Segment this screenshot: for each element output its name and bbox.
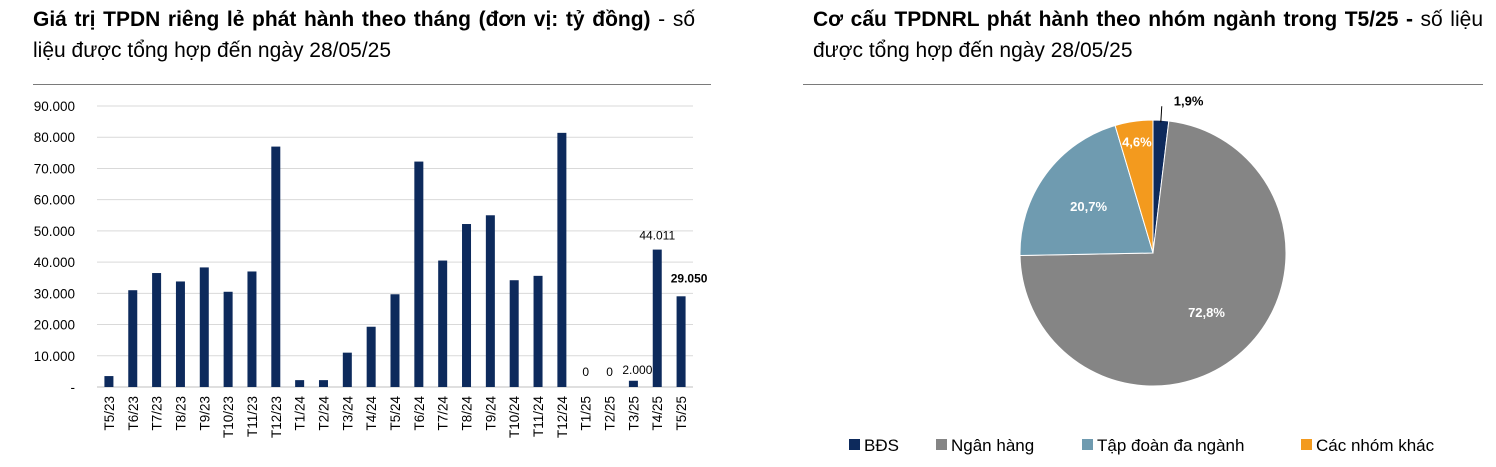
x-tick-label: T2/24 (316, 396, 331, 431)
legend-swatch (1082, 439, 1093, 450)
y-tick-label: 20.000 (34, 318, 75, 333)
bar (462, 224, 472, 387)
pie-slice (1114, 119, 1154, 254)
legend-swatch (849, 439, 860, 450)
right-chart-title: Cơ cấu TPDNRL phát hành theo nhóm ngành … (813, 4, 1483, 66)
y-tick-label: 40.000 (34, 255, 75, 270)
bar (342, 352, 352, 387)
legend-swatch (1301, 439, 1312, 450)
x-tick-label: T3/25 (626, 396, 641, 431)
y-tick-label: 30.000 (34, 286, 75, 301)
x-tick-label: T8/24 (460, 396, 475, 431)
x-tick-label: T4/25 (650, 396, 665, 431)
y-tick-label: 80.000 (34, 130, 75, 145)
x-tick-label: T4/24 (364, 396, 379, 431)
legend-label: Các nhóm khác (1316, 436, 1435, 455)
x-tick-label: T7/23 (150, 396, 165, 431)
left-chart-title-note: - số liệu được tổng hợp đến ngày 28/05/2… (33, 8, 695, 62)
x-tick-label: T9/24 (483, 396, 498, 431)
bar (652, 249, 662, 387)
legend-swatch (936, 439, 947, 450)
x-tick-label: T8/23 (173, 396, 188, 431)
right-title-rule (803, 84, 1483, 85)
bar (295, 380, 305, 387)
data-label: 2.000 (622, 363, 652, 377)
x-tick-label: T11/23 (245, 396, 260, 437)
bar (318, 380, 328, 387)
right-chart-title-bold: Cơ cấu TPDNRL phát hành theo nhóm ngành … (813, 8, 1413, 31)
legend-label: BĐS (864, 436, 899, 455)
bar (557, 132, 567, 387)
y-tick-label: 70.000 (34, 161, 75, 176)
pie-slice-label: 72,8% (1188, 305, 1225, 320)
pie-leader-line (1160, 106, 1163, 123)
x-tick-label: T1/25 (579, 396, 594, 431)
bar (533, 275, 543, 387)
x-tick-label: T11/24 (531, 396, 546, 438)
y-tick-label: 10.000 (34, 349, 75, 364)
bar (271, 146, 281, 387)
bar (676, 296, 686, 387)
x-tick-label: T1/24 (293, 396, 308, 431)
bar (175, 281, 185, 387)
bar (509, 280, 519, 387)
left-chart-title: Giá trị TPDN riêng lẻ phát hành theo thá… (33, 4, 695, 66)
x-tick-label: T5/24 (388, 396, 403, 431)
data-label: 29.050 (671, 271, 708, 285)
data-label: 0 (606, 365, 613, 379)
pie-slice-label: 20,7% (1070, 199, 1107, 214)
bar (247, 271, 257, 387)
x-tick-label: T5/25 (674, 396, 689, 431)
x-tick-label: T6/23 (126, 396, 141, 431)
x-tick-label: T10/23 (221, 396, 236, 438)
left-title-rule (33, 84, 711, 85)
bar (485, 215, 495, 387)
bar (152, 273, 162, 387)
y-tick-label: 50.000 (34, 224, 75, 239)
data-label: 44.011 (639, 229, 675, 243)
bar (628, 380, 638, 387)
bar (366, 326, 376, 387)
bar (390, 294, 400, 387)
bar (128, 290, 138, 387)
x-tick-label: T6/24 (412, 396, 427, 431)
pie-slice (1019, 124, 1154, 257)
legend-label: Ngân hàng (951, 436, 1034, 455)
bar (199, 267, 209, 387)
pie-slice-label: 1,9% (1174, 93, 1204, 108)
bar (104, 376, 114, 387)
y-tick-label: - (71, 380, 76, 395)
bar (414, 161, 424, 387)
x-tick-label: T3/24 (340, 396, 355, 431)
right-chart-title-note: số liệu được tổng hợp đến ngày 28/05/25 (813, 8, 1483, 62)
data-label: 0 (582, 365, 589, 379)
legend-label: Tập đoàn đa ngành (1097, 436, 1244, 455)
x-tick-label: T12/23 (269, 396, 284, 438)
x-tick-label: T12/24 (555, 396, 570, 439)
y-tick-label: 60.000 (34, 193, 75, 208)
bar (438, 260, 448, 387)
x-tick-label: T7/24 (436, 396, 451, 431)
left-chart-title-bold: Giá trị TPDN riêng lẻ phát hành theo thá… (33, 8, 651, 31)
x-tick-label: T10/24 (507, 396, 522, 439)
y-tick-label: 90.000 (34, 99, 75, 114)
x-tick-label: T2/25 (603, 396, 618, 431)
x-tick-label: T5/23 (102, 396, 117, 431)
pie-slice-label: 4,6% (1122, 134, 1152, 149)
bar (223, 291, 233, 387)
x-tick-label: T9/23 (197, 396, 212, 431)
